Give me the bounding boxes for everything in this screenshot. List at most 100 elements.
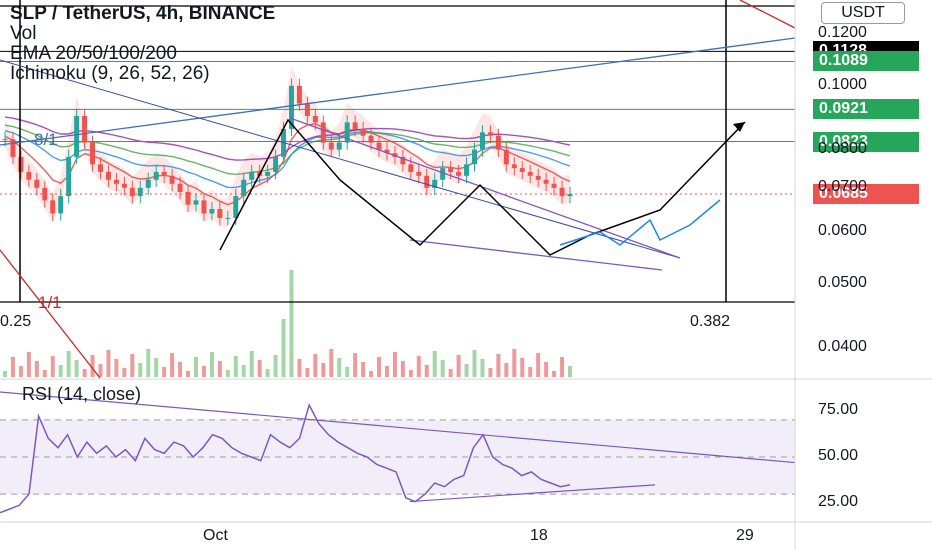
candle-body xyxy=(352,122,358,129)
time-axis-tick: 18 xyxy=(530,527,548,544)
volume-bar xyxy=(74,360,79,377)
candle-body xyxy=(360,128,366,136)
candle-body xyxy=(225,217,231,219)
candle-body xyxy=(400,156,406,165)
volume-bar xyxy=(416,356,421,377)
candle-body xyxy=(113,179,119,184)
volume-bar xyxy=(186,371,191,377)
candle-body xyxy=(527,171,533,176)
arrowhead xyxy=(733,122,745,132)
candle-body xyxy=(535,175,541,180)
candle-body xyxy=(503,149,509,165)
volume-bar xyxy=(26,352,31,377)
candle-body xyxy=(328,142,334,150)
candle-body xyxy=(479,132,485,150)
volume-bar xyxy=(265,369,270,377)
candle-body xyxy=(487,132,493,136)
volume-bar xyxy=(18,366,23,377)
volume-bar xyxy=(432,351,437,377)
candle-body xyxy=(448,168,454,172)
candle-body xyxy=(265,171,271,176)
volume-bar xyxy=(369,371,374,377)
candle-body xyxy=(336,142,342,150)
candle-body xyxy=(416,171,422,176)
volume-bar xyxy=(225,370,230,377)
volume-bar xyxy=(392,352,397,377)
volume-bar xyxy=(464,364,469,377)
candle-body xyxy=(456,171,462,176)
volume-bar xyxy=(98,364,103,377)
time-axis-tick: Oct xyxy=(203,527,228,544)
candle-body xyxy=(511,164,517,169)
candle-body xyxy=(233,196,239,218)
volume-bar xyxy=(361,362,366,377)
candle-body xyxy=(137,187,143,197)
chart-legend: SLP / TetherUS, 4h, BINANCE Vol EMA 20/5… xyxy=(10,4,275,84)
rsi-axis-tick: 50.00 xyxy=(818,447,859,464)
wedge-lower xyxy=(409,239,663,271)
candle-body xyxy=(472,149,478,165)
volume-bar xyxy=(50,356,55,377)
trend-line-blue xyxy=(0,59,681,259)
volume-bar xyxy=(34,361,39,377)
volume-bar xyxy=(178,362,183,377)
candle-body xyxy=(344,122,350,143)
candle-body xyxy=(66,156,72,197)
red-trend-line xyxy=(0,249,101,379)
candle-body xyxy=(312,115,318,123)
rsi-axis-tick: 25.00 xyxy=(818,493,859,511)
candle-body xyxy=(2,139,8,141)
candle-body xyxy=(209,209,215,214)
volume-bar xyxy=(233,356,238,377)
candle-body xyxy=(145,179,151,188)
volume-bar xyxy=(281,319,286,377)
price-axis-tick: 0.1200 xyxy=(818,23,867,41)
price-axis-tick: 0.1000 xyxy=(818,75,867,93)
volume-bar xyxy=(337,358,342,377)
volume-bar xyxy=(480,359,485,377)
volume-bar xyxy=(384,366,389,377)
red-trend-line-top xyxy=(739,0,796,29)
ema-line-2 xyxy=(4,124,571,176)
price-axis-tick: 0.0800 xyxy=(818,139,867,157)
volume-bar xyxy=(106,350,111,377)
volume-bar xyxy=(201,366,206,377)
volume-bar xyxy=(329,349,334,377)
volume-bar xyxy=(42,370,47,377)
candle-body xyxy=(97,164,103,172)
volume-bar xyxy=(488,368,493,377)
candle-body xyxy=(408,164,414,172)
candle-body xyxy=(193,200,199,205)
candle-body xyxy=(121,183,127,188)
candle-body xyxy=(296,85,302,104)
candle-body xyxy=(368,135,374,143)
legend-ichimoku[interactable]: Ichimoku (9, 26, 52, 26) xyxy=(10,63,210,84)
volume-bar xyxy=(209,352,214,377)
candle-body xyxy=(18,156,24,172)
label-0-382: 0.382 xyxy=(690,313,730,330)
legend-ema[interactable]: EMA 20/50/100/200 xyxy=(10,43,177,64)
candle-body xyxy=(26,171,32,180)
volume-bar xyxy=(568,366,572,377)
rsi-legend[interactable]: RSI (14, close) xyxy=(22,384,142,404)
rsi-trend-lower xyxy=(409,484,656,503)
volume-bar xyxy=(10,357,15,377)
candle-body xyxy=(241,179,247,197)
volume-bar xyxy=(114,359,119,377)
volume-bar xyxy=(257,360,262,377)
volume-bar xyxy=(448,369,453,377)
rsi-line xyxy=(0,402,571,514)
legend-vol[interactable]: Vol xyxy=(10,23,37,44)
volume-bar xyxy=(472,350,477,377)
legend-symbol[interactable]: SLP / TetherUS, 4h, BINANCE xyxy=(10,3,276,24)
candle-body xyxy=(50,200,56,214)
price-axis-tick: 0.0600 xyxy=(818,221,867,239)
candle-body xyxy=(34,179,40,188)
price-tag: 0.1089 xyxy=(813,51,919,72)
volume-bar xyxy=(504,363,509,377)
currency-badge[interactable]: USDT xyxy=(821,2,905,24)
candle-body xyxy=(10,139,16,157)
volume-bar xyxy=(552,371,557,377)
volume-bar xyxy=(456,355,461,377)
